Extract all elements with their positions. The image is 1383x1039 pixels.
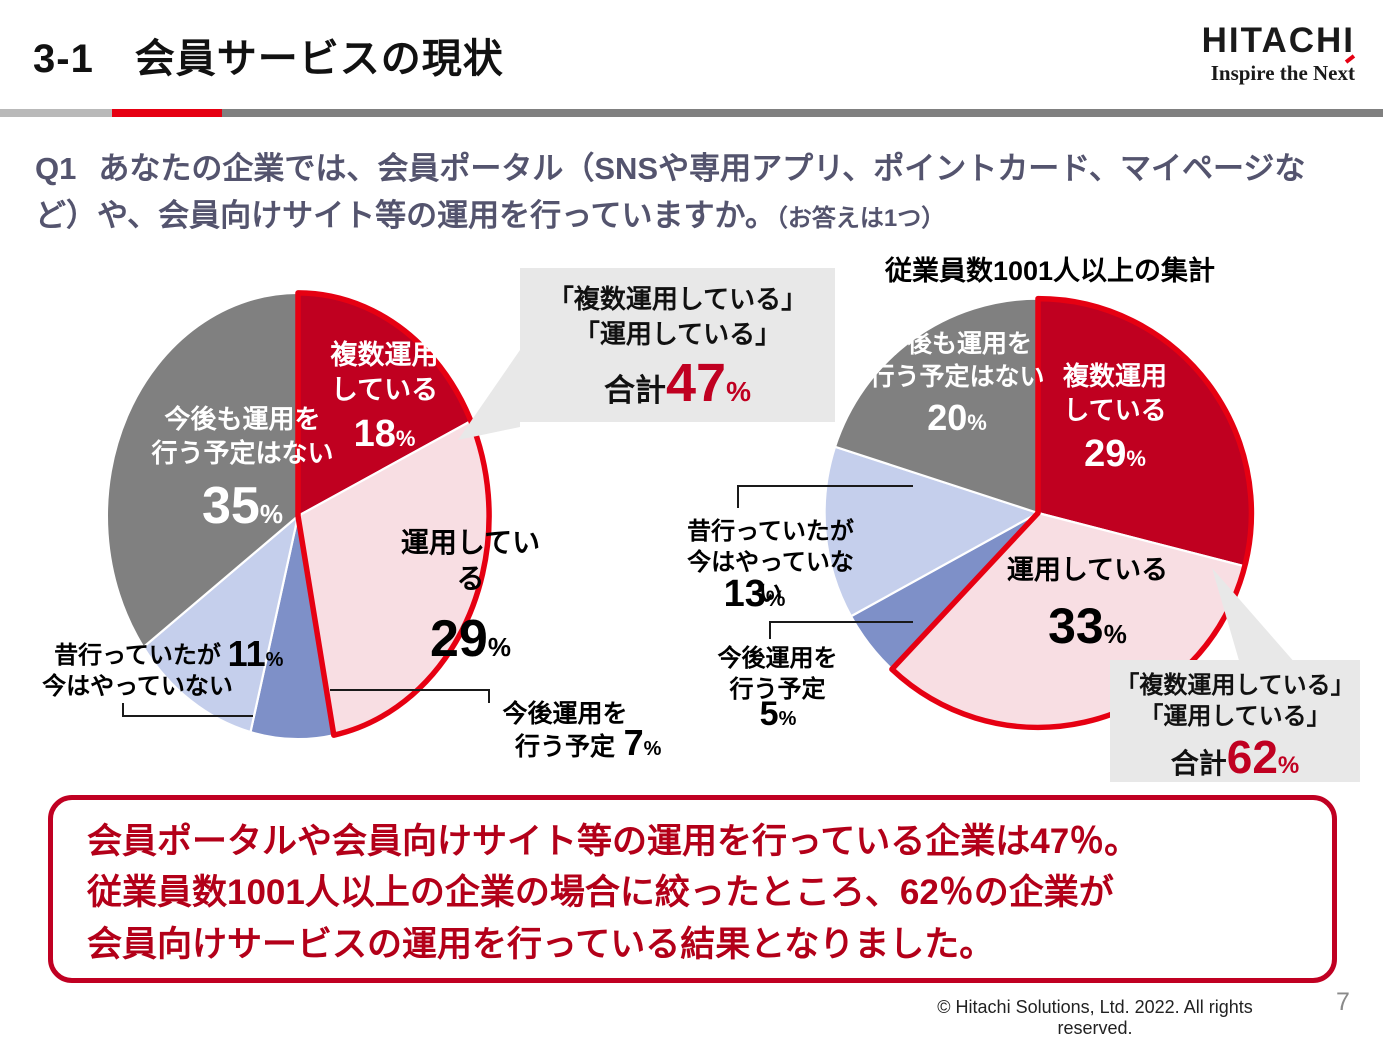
label-left-no-plan: 今後も運用を 行う予定はない 35% [145, 403, 340, 540]
value-right-operating: 33% [1048, 598, 1127, 655]
value-right-no-plan: 20% [927, 397, 987, 438]
value-left-operating: 29% [430, 609, 511, 668]
summary-line-2: 従業員数1001人以上の企業の場合に絞ったところ、62％の企業が [87, 873, 1114, 913]
copyright-text: © Hitachi Solutions, Ltd. 2022. All righ… [937, 997, 1253, 1038]
value-right-plan-to-operate: 5% [759, 695, 797, 733]
pie-slice-4 [835, 299, 1038, 513]
value-right-used-to-operate: 13% [723, 573, 786, 615]
underline-segment-gray [222, 109, 1383, 117]
label-right-no-plan: 今後も運用を 行う予定はない 20% [862, 328, 1052, 442]
pie-chart-1001plus [818, 292, 1258, 734]
pie-slice-3 [143, 516, 298, 732]
page-title: 3-1 会員サービスの現状 [33, 37, 504, 81]
pie-chart-overall [101, 286, 495, 746]
label-right-multi-operating: 複数運用 している 29% [1050, 360, 1180, 479]
value-right-multi-operating: 29% [1084, 432, 1146, 475]
right-chart-title: 従業員数1001人以上の集計 [884, 256, 1216, 286]
value-left-plan-to-operate: 7% [623, 722, 662, 763]
label-left-plan-to-operate: 今後運用を 行う予定 [502, 700, 628, 761]
label-left-used-to-operate: 昔行っていたが 今はやっていない [42, 642, 233, 701]
callout-left-total: 合計47% [604, 353, 751, 414]
underline-segment-lightgray [0, 109, 112, 117]
value-left-used-to-operate: 11% [227, 633, 284, 674]
label-right-plan-to-operate: 今後運用を 行う予定 [717, 645, 838, 704]
pie-slice-4 [107, 293, 298, 647]
title-underline-bar [0, 109, 1383, 117]
callout-right-total: 合計62% [1170, 731, 1300, 784]
hitachi-logo-tagline: Inspire the Next [1150, 54, 1356, 86]
callout-total-47: 「複数運用している」 「運用している」 合計47% [520, 268, 835, 422]
hitachi-logo: HITACHI Inspire the Next [1150, 21, 1356, 86]
page-number: 7 [1336, 988, 1350, 1016]
question-body: あなたの企業では、会員ポータル（SNSや専用アプリ、ポイントカード、マイページな… [35, 151, 1306, 233]
question-text: Q1 あなたの企業では、会員ポータル（SNSや専用アプリ、ポイントカード、マイペー… [35, 146, 1325, 239]
hitachi-logo-brand: HITACHI [1201, 21, 1355, 60]
question-note: （お答えは1つ） [775, 204, 946, 232]
underline-segment-red [112, 109, 222, 117]
summary-line-1: 会員ポータルや会員向けサイト等の運用を行っている企業は47％。 [87, 822, 1140, 861]
callout-total-62: 「複数運用している」 「運用している」 合計62% [1110, 660, 1360, 782]
question-number: Q1 [35, 151, 77, 186]
value-left-multi-operating: 18% [353, 413, 416, 456]
summary-line-3: 会員向けサービスの運用を行っている結果となりました。 [87, 924, 995, 964]
label-left-multi-operating: 複数運用 している 18% [322, 338, 447, 460]
label-left-operating: 運用している 29% [388, 525, 553, 673]
label-right-operating: 運用している 33% [1005, 553, 1170, 659]
label-right-used-to-operate: 昔行っていたが 今はやっていない [687, 518, 854, 608]
value-left-no-plan: 35% [202, 476, 283, 535]
summary-box: 会員ポータルや会員向けサイト等の運用を行っている企業は47％。 従業員数1001… [48, 795, 1337, 983]
